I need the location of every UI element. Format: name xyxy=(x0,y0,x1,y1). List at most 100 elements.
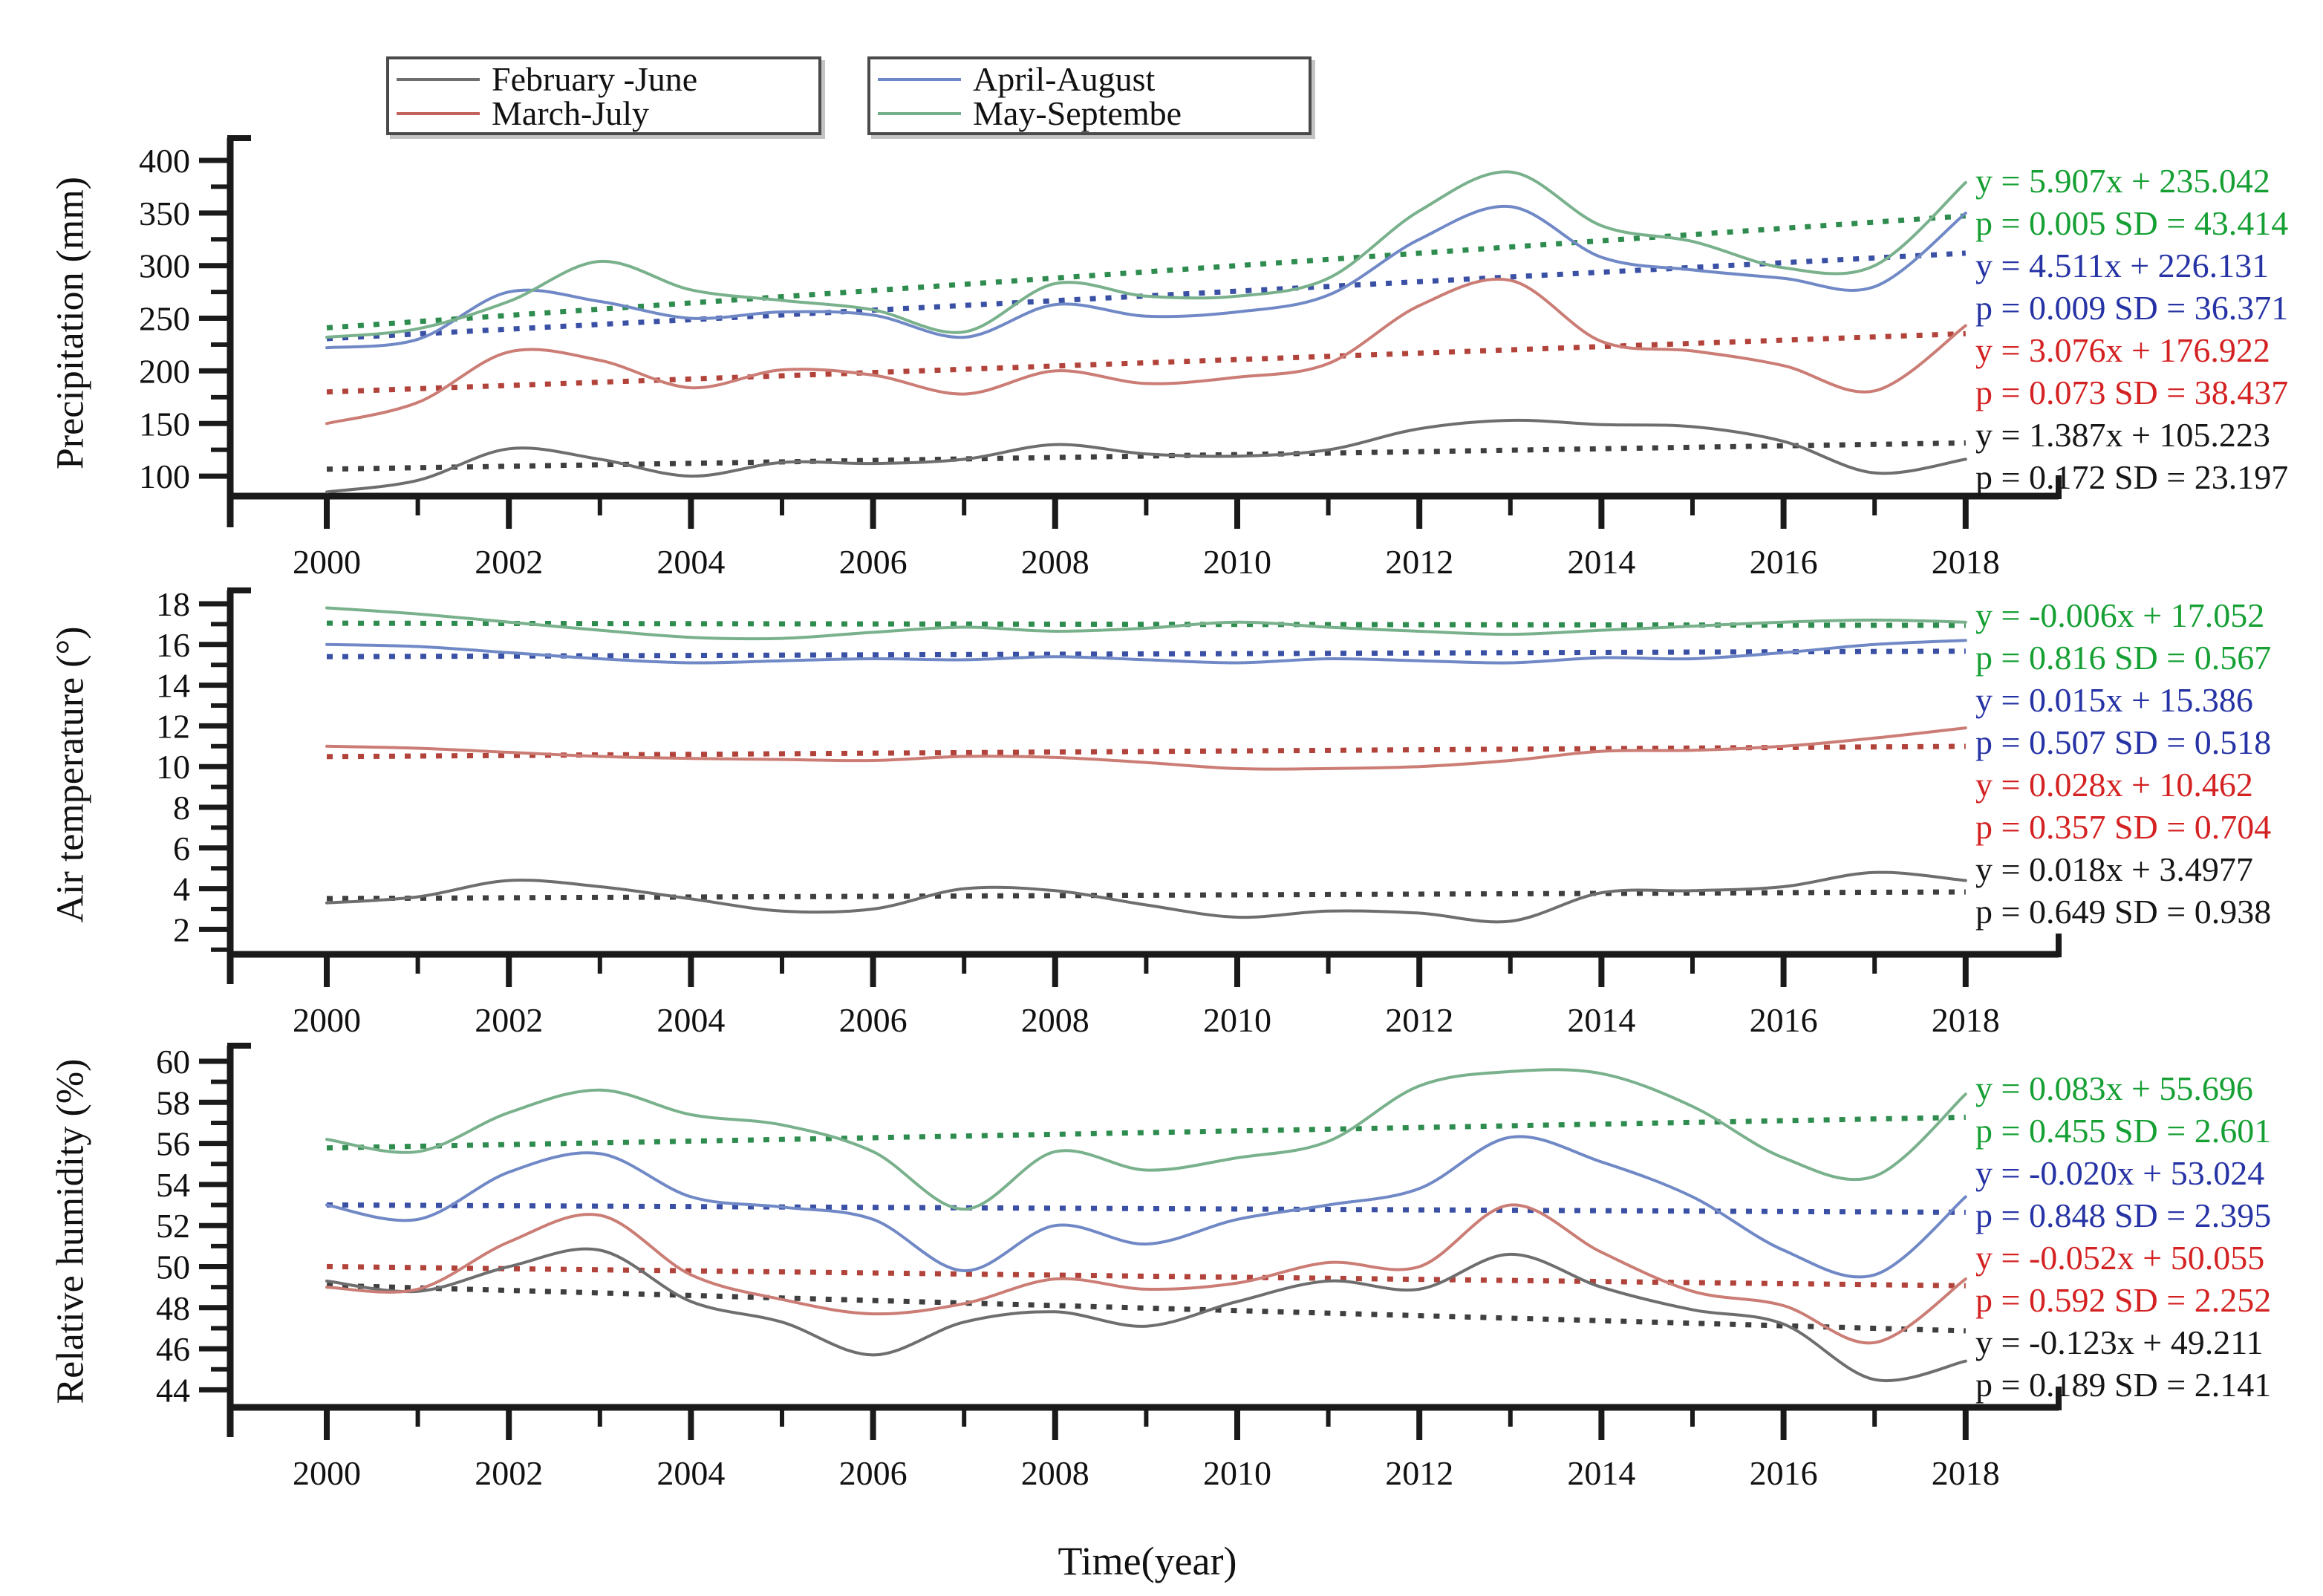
y-tick-label: 12 xyxy=(156,707,190,745)
annotation-eq-february-june-relative-humidity: y = -0.123x + 49.211 xyxy=(1975,1323,2264,1361)
annotation-stats-april-august-air-temperature: p = 0.507 SD = 0.518 xyxy=(1975,723,2271,761)
annotation-stats-april-august-relative-humidity: p = 0.848 SD = 2.395 xyxy=(1975,1196,2271,1234)
x-tick-label: 2004 xyxy=(656,543,725,581)
annotation-stats-april-august-precipitation: p = 0.009 SD = 36.371 xyxy=(1975,289,2288,327)
annotation-stats-march-july-relative-humidity: p = 0.592 SD = 2.252 xyxy=(1975,1281,2271,1319)
y-tick-label: 46 xyxy=(156,1330,190,1368)
x-tick-label: 2008 xyxy=(1021,543,1089,581)
x-tick-label: 2008 xyxy=(1021,1454,1089,1492)
y-tick-label: 300 xyxy=(139,247,190,285)
y-tick-label: 58 xyxy=(156,1084,190,1121)
legend-box-2: April-August May-Septembe xyxy=(867,56,1312,135)
curve-march-july-air-temperature xyxy=(325,726,1967,771)
annotation-stats-february-june-precipitation: p = 0.172 SD = 23.197 xyxy=(1975,458,2288,496)
curve-march-july-relative-humidity xyxy=(325,1203,1967,1345)
x-tick-label: 2018 xyxy=(1932,1001,2000,1039)
x-tick-label: 2002 xyxy=(475,543,543,581)
x-tick-label: 2000 xyxy=(293,543,361,581)
y-tick-label: 50 xyxy=(156,1248,190,1286)
annotation-stats-february-june-air-temperature: p = 0.649 SD = 0.938 xyxy=(1975,893,2271,931)
legend-line-may-september-icon xyxy=(878,112,961,115)
curve-april-august-relative-humidity xyxy=(325,1135,1967,1279)
y-tick-label: 350 xyxy=(139,195,190,232)
x-tick-label: 2004 xyxy=(656,1454,725,1492)
legend-item-march-july: March-July xyxy=(397,97,811,131)
legend-item-may-september: May-Septembe xyxy=(878,97,1301,131)
trendline-february-june-relative-humidity xyxy=(326,1283,1966,1334)
x-tick-label: 2016 xyxy=(1750,543,1818,581)
x-tick-label: 2016 xyxy=(1750,1454,1818,1492)
annotation-eq-march-july-precipitation: y = 3.076x + 176.922 xyxy=(1975,331,2270,369)
x-tick-label: 2012 xyxy=(1385,1454,1453,1492)
curve-may-septembe-relative-humidity xyxy=(325,1068,1967,1211)
trendline-february-june-air-temperature xyxy=(326,889,1966,902)
legend-line-april-august-icon xyxy=(878,78,961,81)
y-tick-label: 10 xyxy=(156,748,190,786)
annotation-eq-may-septembe-precipitation: y = 5.907x + 235.042 xyxy=(1975,162,2270,200)
curve-april-august-air-temperature xyxy=(325,639,1967,665)
x-tick-label: 2010 xyxy=(1203,1454,1271,1492)
x-tick-label: 2002 xyxy=(475,1001,543,1039)
legend-line-february-june-icon xyxy=(397,78,480,81)
x-tick-label: 2000 xyxy=(293,1454,361,1492)
annotation-stats-may-septembe-relative-humidity: p = 0.455 SD = 2.601 xyxy=(1975,1112,2271,1150)
legend-line-march-july-icon xyxy=(397,112,480,115)
y-tick-label: 100 xyxy=(139,457,190,495)
y-tick-label: 6 xyxy=(173,830,190,867)
legend-item-april-august: April-August xyxy=(878,62,1301,97)
curve-february-june-precipitation xyxy=(325,418,1967,494)
curve-february-june-relative-humidity xyxy=(325,1247,1967,1382)
y-axis-title-air-temperature: Air temperature (°) xyxy=(49,626,92,923)
x-tick-label: 2018 xyxy=(1932,1454,2000,1492)
y-tick-label: 150 xyxy=(139,405,190,443)
legend-label-april-august: April-August xyxy=(973,60,1156,98)
annotation-stats-may-septembe-precipitation: p = 0.005 SD = 43.414 xyxy=(1975,204,2288,242)
annotation-eq-may-septembe-relative-humidity: y = 0.083x + 55.696 xyxy=(1975,1069,2253,1107)
y-tick-label: 52 xyxy=(156,1207,190,1245)
x-tick-label: 2018 xyxy=(1932,543,2000,581)
annotation-eq-february-june-air-temperature: y = 0.018x + 3.4977 xyxy=(1975,850,2253,888)
y-tick-label: 2 xyxy=(173,911,190,948)
curve-february-june-air-temperature xyxy=(325,870,1967,924)
x-tick-label: 2004 xyxy=(656,1001,725,1039)
trendline-february-june-precipitation xyxy=(326,440,1966,472)
x-tick-label: 2010 xyxy=(1203,1001,1271,1039)
annotation-eq-may-septembe-air-temperature: y = -0.006x + 17.052 xyxy=(1975,596,2264,634)
y-tick-label: 48 xyxy=(156,1289,190,1327)
annotation-stats-march-july-air-temperature: p = 0.357 SD = 0.704 xyxy=(1975,808,2271,846)
legend-box-1: February -June March-July xyxy=(386,56,821,135)
annotation-eq-march-july-air-temperature: y = 0.028x + 10.462 xyxy=(1975,766,2253,804)
legend-label-may-september: May-Septembe xyxy=(973,94,1182,132)
y-tick-label: 200 xyxy=(139,352,190,390)
y-tick-label: 4 xyxy=(173,870,190,908)
y-tick-label: 54 xyxy=(156,1166,190,1204)
annotation-stats-may-septembe-air-temperature: p = 0.816 SD = 0.567 xyxy=(1975,639,2271,677)
curve-may-septembe-precipitation xyxy=(325,170,1967,339)
x-tick-label: 2014 xyxy=(1567,543,1635,581)
y-tick-label: 16 xyxy=(156,626,190,664)
y-tick-label: 400 xyxy=(139,142,190,180)
x-tick-label: 2010 xyxy=(1203,543,1271,581)
x-tick-label: 2014 xyxy=(1567,1454,1635,1492)
legend-label-march-july: March-July xyxy=(492,94,650,132)
annotation-stats-march-july-precipitation: p = 0.073 SD = 38.437 xyxy=(1975,374,2288,411)
x-tick-label: 2000 xyxy=(293,1001,361,1039)
x-tick-label: 2012 xyxy=(1385,1001,1453,1039)
annotation-eq-march-july-relative-humidity: y = -0.052x + 50.055 xyxy=(1975,1239,2264,1277)
annotation-eq-february-june-precipitation: y = 1.387x + 105.223 xyxy=(1975,416,2270,454)
x-tick-label: 2006 xyxy=(839,543,908,581)
x-tick-label: 2014 xyxy=(1567,1001,1635,1039)
x-tick-label: 2012 xyxy=(1385,543,1453,581)
y-tick-label: 44 xyxy=(156,1371,190,1409)
annotation-eq-april-august-relative-humidity: y = -0.020x + 53.024 xyxy=(1975,1154,2264,1192)
annotation-eq-april-august-precipitation: y = 4.511x + 226.131 xyxy=(1975,247,2269,284)
x-tick-label: 2006 xyxy=(839,1001,908,1039)
y-tick-label: 60 xyxy=(156,1043,190,1081)
annotation-eq-april-august-air-temperature: y = 0.015x + 15.386 xyxy=(1975,681,2253,719)
x-tick-label: 2006 xyxy=(839,1454,908,1492)
x-tick-label: 2002 xyxy=(475,1454,543,1492)
y-tick-label: 8 xyxy=(173,789,190,827)
annotation-stats-february-june-relative-humidity: p = 0.189 SD = 2.141 xyxy=(1975,1366,2271,1404)
